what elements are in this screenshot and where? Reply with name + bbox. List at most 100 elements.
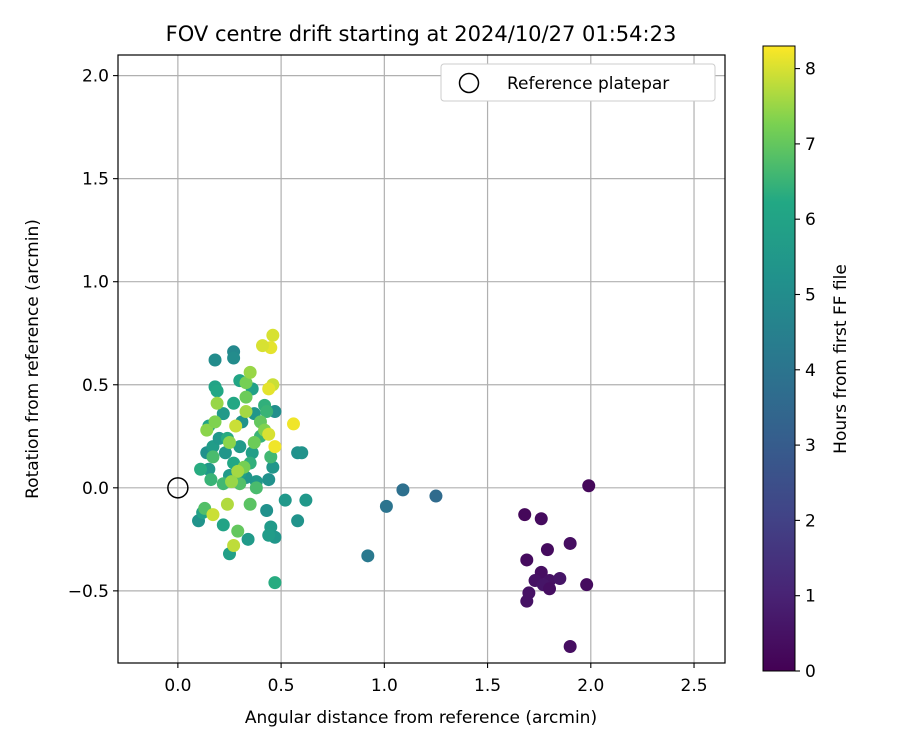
data-point — [534, 512, 548, 526]
colorbar-tick-label: 3 — [805, 436, 816, 456]
x-axis-label: Angular distance from reference (arcmin) — [245, 708, 597, 728]
colorbar-tick-label: 2 — [805, 511, 816, 531]
y-tick-label: 1.5 — [82, 170, 109, 190]
data-point — [208, 415, 222, 429]
data-point — [225, 475, 239, 489]
data-point — [563, 536, 577, 550]
data-point — [208, 353, 222, 367]
x-tick-label: 0.0 — [164, 676, 191, 696]
x-tick-label: 2.0 — [577, 676, 604, 696]
chart-title: FOV centre drift starting at 2024/10/27 … — [166, 22, 677, 46]
legend-reference-marker — [458, 72, 480, 94]
data-point — [262, 528, 276, 542]
data-point — [216, 407, 230, 421]
y-axis-ticks: −0.5 0.0 0.5 1.0 1.5 2.0 — [68, 67, 118, 602]
colorbar-label: Hours from first FF file — [831, 264, 851, 454]
reference-platepar-marker — [167, 477, 189, 499]
data-point — [227, 539, 241, 553]
y-tick-label: −0.5 — [68, 582, 109, 602]
data-point — [520, 594, 534, 608]
data-point — [206, 508, 220, 522]
colorbar-tick-label: 6 — [805, 210, 816, 230]
colorbar-tick-label: 8 — [805, 60, 816, 80]
colorbar-gradient — [762, 45, 796, 672]
y-axis-label: Rotation from reference (arcmin) — [23, 219, 43, 499]
data-point — [204, 473, 218, 487]
data-point — [220, 497, 234, 511]
data-point — [268, 576, 282, 590]
colorbar-tick-label: 4 — [805, 361, 816, 381]
data-point — [231, 464, 245, 478]
data-point — [256, 339, 270, 353]
data-point — [563, 640, 577, 654]
data-point — [245, 446, 259, 460]
data-point — [299, 493, 313, 507]
data-point — [540, 543, 554, 557]
x-axis-ticks: 0.0 0.5 1.0 1.5 2.0 2.5 — [164, 663, 708, 696]
colorbar-tick-label: 1 — [805, 587, 816, 607]
data-point — [580, 578, 594, 592]
data-point — [582, 479, 596, 493]
legend: Reference platepar — [440, 63, 716, 102]
data-point — [379, 499, 393, 513]
y-tick-label: 1.0 — [82, 273, 109, 293]
data-point — [291, 514, 305, 528]
data-point — [260, 503, 274, 517]
data-point — [262, 473, 276, 487]
legend-label: Reference platepar — [507, 74, 669, 94]
colorbar-tick-label: 7 — [805, 135, 816, 155]
data-point — [260, 405, 274, 419]
data-point — [429, 489, 443, 503]
data-points — [192, 328, 596, 654]
x-tick-label: 2.5 — [681, 676, 708, 696]
data-point — [262, 427, 276, 441]
legend-box — [440, 63, 716, 102]
data-point — [216, 518, 230, 532]
data-point — [266, 328, 280, 342]
data-point — [239, 376, 253, 390]
data-point — [200, 423, 214, 437]
data-point — [210, 384, 224, 398]
data-point — [264, 450, 278, 464]
data-point — [396, 483, 410, 497]
grid-lines — [118, 55, 725, 663]
data-point — [218, 446, 232, 460]
data-point — [278, 493, 292, 507]
data-point — [247, 435, 261, 449]
x-tick-label: 1.5 — [474, 676, 501, 696]
y-tick-label: 2.0 — [82, 67, 109, 87]
data-point — [227, 396, 241, 410]
data-point — [286, 417, 300, 431]
colorbar-ticks: 0 1 2 3 4 5 6 7 8 — [795, 60, 816, 682]
data-point — [520, 553, 534, 567]
x-tick-label: 1.0 — [371, 676, 398, 696]
data-point — [268, 440, 282, 454]
data-point — [229, 419, 243, 433]
reference-marker-group — [167, 477, 189, 499]
data-point — [222, 435, 236, 449]
data-point — [239, 405, 253, 419]
data-point — [361, 549, 375, 563]
data-point — [262, 382, 276, 396]
data-point — [233, 440, 247, 454]
data-point — [227, 351, 241, 365]
data-point — [231, 524, 245, 538]
data-point — [243, 365, 257, 379]
data-point — [543, 582, 557, 596]
data-point — [295, 446, 309, 460]
data-point — [243, 497, 257, 511]
data-point — [553, 571, 567, 585]
colorbar-tick-label: 5 — [805, 285, 816, 305]
data-point — [194, 462, 208, 476]
data-point — [206, 450, 220, 464]
x-tick-label: 0.5 — [268, 676, 295, 696]
data-point — [210, 396, 224, 410]
data-point — [518, 508, 532, 522]
plot-frame — [117, 54, 726, 664]
data-point — [249, 481, 263, 495]
data-point — [239, 390, 253, 404]
y-tick-label: 0.5 — [82, 376, 109, 396]
colorbar-tick-label: 0 — [805, 662, 816, 682]
data-point — [266, 460, 280, 474]
